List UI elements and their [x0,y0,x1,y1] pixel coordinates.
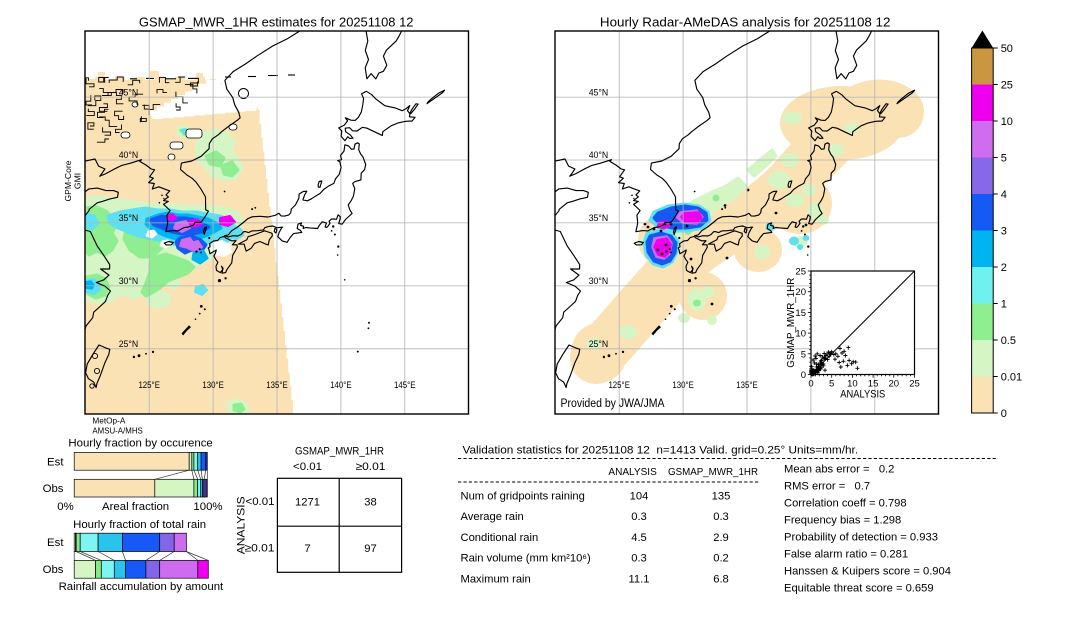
svg-text:0.3: 0.3 [713,511,729,523]
svg-text:GPM-Core: GPM-Core [63,160,73,201]
svg-text:GSMAP_MWR_1HR: GSMAP_MWR_1HR [668,467,758,478]
svg-text:Rain volume (mm km²10⁶): Rain volume (mm km²10⁶) [461,552,591,564]
svg-text:Obs: Obs [43,564,64,576]
svg-text:AMSU-A/MHS: AMSU-A/MHS [92,426,143,436]
svg-text:Conditional rain: Conditional rain [461,532,539,544]
svg-text:Average rain: Average rain [461,511,524,523]
svg-text:125°E: 125°E [138,379,160,390]
svg-text:0: 0 [1001,408,1007,420]
svg-text:1271: 1271 [295,497,320,509]
svg-text:97: 97 [364,543,376,555]
svg-text:0.5: 0.5 [1001,335,1016,347]
svg-text:Est: Est [47,537,64,549]
svg-text:140°E: 140°E [330,379,352,390]
svg-text:Est: Est [47,456,64,468]
svg-text:45°N: 45°N [119,86,139,97]
svg-text:2.9: 2.9 [713,532,729,544]
svg-text:RMS error = 0.7: RMS error = 0.7 [784,481,870,493]
svg-text:125°E: 125°E [608,379,630,390]
svg-text:Obs: Obs [43,483,64,495]
svg-text:10: 10 [847,379,858,390]
svg-text:130°E: 130°E [672,379,694,390]
svg-text:135°E: 135°E [736,379,758,390]
svg-text:0: 0 [808,379,813,390]
svg-text:25: 25 [795,267,806,278]
svg-text:4: 4 [1001,189,1007,201]
svg-text:3: 3 [1001,226,1007,238]
svg-text:7: 7 [304,543,310,555]
svg-text:45°N: 45°N [589,86,609,97]
svg-text:30°N: 30°N [119,275,139,286]
svg-text:30°N: 30°N [589,275,609,286]
svg-text:≥0.01: ≥0.01 [356,461,386,473]
svg-text:38: 38 [364,497,376,509]
svg-text:1: 1 [1001,299,1007,311]
svg-text:5: 5 [829,379,834,390]
svg-text:MetOp-A: MetOp-A [92,416,125,426]
svg-text:35°N: 35°N [119,212,139,223]
svg-text:20: 20 [889,379,900,390]
svg-text:10: 10 [795,329,806,340]
svg-text:50: 50 [1001,43,1013,55]
svg-text:4.5: 4.5 [631,532,647,544]
svg-text:False alarm ratio = 0.281: False alarm ratio = 0.281 [784,549,908,561]
svg-text:0%: 0% [57,501,73,513]
svg-text:<0.01: <0.01 [293,461,322,473]
svg-text:10: 10 [1001,116,1013,128]
svg-text:Hourly fraction by occurence: Hourly fraction by occurence [68,438,212,450]
svg-text:5: 5 [1001,153,1007,165]
svg-text:25: 25 [909,379,920,390]
svg-text:Areal fraction: Areal fraction [102,501,169,513]
svg-text:104: 104 [630,490,649,502]
svg-text:Hourly Radar-AMeDAS analysis f: Hourly Radar-AMeDAS analysis for 2025110… [600,15,891,30]
svg-text:Provided by JWA/JMA: Provided by JWA/JMA [561,396,666,410]
svg-text:0.2: 0.2 [713,552,729,564]
svg-text:15: 15 [868,379,879,390]
svg-text:ANALYSIS: ANALYSIS [236,496,248,554]
svg-text:35°N: 35°N [589,212,609,223]
svg-text:ANALYSIS: ANALYSIS [608,467,657,478]
svg-text:Rainfall accumulation by amoun: Rainfall accumulation by amount [59,581,224,593]
svg-text:GSMAP_MWR_1HR: GSMAP_MWR_1HR [785,277,797,367]
svg-text:25°N: 25°N [119,338,139,349]
svg-text:6.8: 6.8 [713,573,729,585]
svg-text:11.1: 11.1 [629,573,650,585]
svg-text:100%: 100% [193,501,222,513]
svg-text:0.3: 0.3 [631,552,647,564]
svg-text:0.01: 0.01 [1001,372,1022,384]
svg-text:Mean abs error = 0.2: Mean abs error = 0.2 [784,464,894,476]
svg-text:GSMAP_MWR_1HR estimates for 20: GSMAP_MWR_1HR estimates for 20251108 12 [139,15,414,30]
svg-text:≥0.01: ≥0.01 [245,543,275,555]
svg-text:Num of gridpoints raining: Num of gridpoints raining [461,490,585,502]
svg-text:Maximum rain: Maximum rain [461,573,531,585]
svg-text:0.3: 0.3 [631,511,647,523]
svg-text:Equitable threat score = 0.65: Equitable threat score = 0.659 [784,583,934,595]
svg-text:Frequency bias = 1.298: Frequency bias = 1.298 [784,515,901,527]
svg-text:20: 20 [795,287,806,298]
svg-text:ANALYSIS: ANALYSIS [840,389,885,401]
svg-text:<0.01: <0.01 [246,496,275,508]
svg-text:GSMAP_MWR_1HR: GSMAP_MWR_1HR [295,446,384,458]
svg-text:25: 25 [1001,80,1013,92]
svg-text:GMI: GMI [73,173,83,189]
svg-text:145°E: 145°E [394,379,416,390]
svg-text:40°N: 40°N [589,149,609,160]
svg-text:130°E: 130°E [202,379,224,390]
svg-text:15: 15 [795,308,806,319]
svg-text:Hourly fraction of total rain: Hourly fraction of total rain [73,519,206,531]
svg-text:25°N: 25°N [589,338,609,349]
svg-text:2: 2 [1001,262,1007,274]
svg-text:40°N: 40°N [119,149,139,160]
svg-text:Correlation coeff = 0.798: Correlation coeff = 0.798 [784,498,907,510]
svg-text:135°E: 135°E [266,379,288,390]
svg-text:5: 5 [801,349,806,360]
svg-text:Probability of detection = 0.: Probability of detection = 0.933 [784,532,938,544]
svg-text:Hanssen & Kuipers score = 0.9: Hanssen & Kuipers score = 0.904 [784,566,951,578]
svg-text:135: 135 [712,490,731,502]
svg-text:Validation statistics for 2025: Validation statistics for 20251108 12 n=… [463,444,859,456]
svg-text:0: 0 [801,370,806,381]
